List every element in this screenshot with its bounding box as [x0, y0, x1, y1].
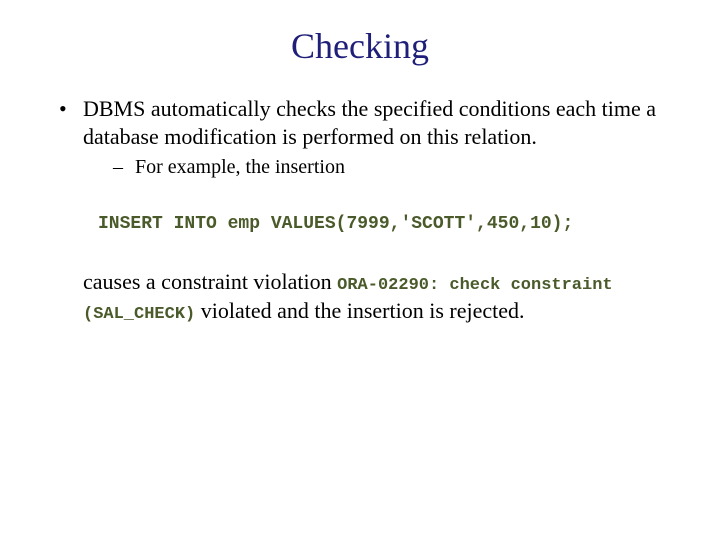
- sub-bullet-list: For example, the insertion: [113, 154, 680, 180]
- sub-bullet-item: For example, the insertion: [113, 154, 680, 180]
- sub-bullet-text: For example, the insertion: [135, 156, 345, 178]
- bullet-text: DBMS automatically checks the specified …: [83, 96, 656, 149]
- bullet-list: DBMS automatically checks the specified …: [55, 95, 680, 180]
- code-block: INSERT INTO emp VALUES(7999,'SCOTT',450,…: [98, 214, 680, 234]
- slide-title: Checking: [40, 25, 680, 67]
- slide: Checking DBMS automatically checks the s…: [0, 0, 720, 540]
- para-text-1: causes a constraint violation: [83, 269, 337, 294]
- bullet-item: DBMS automatically checks the specified …: [55, 95, 680, 180]
- para-text-2: violated and the insertion is rejected.: [195, 298, 524, 323]
- result-paragraph: causes a constraint violation ORA-02290:…: [83, 268, 660, 326]
